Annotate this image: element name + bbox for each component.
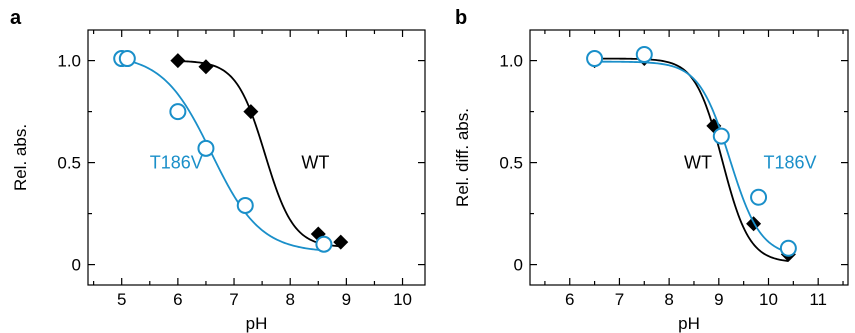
x-tick-label: 10	[393, 290, 412, 309]
x-tick-label: 7	[615, 290, 624, 309]
x-tick-label: 6	[565, 290, 574, 309]
x-tick-label: 8	[664, 290, 673, 309]
data-point	[635, 45, 653, 63]
x-tick-label: 8	[285, 290, 294, 309]
series-label: WT	[301, 153, 329, 173]
y-axis-title: Rel. diff. abs.	[453, 108, 472, 207]
series-t186v: T186V	[113, 50, 333, 253]
y-tick-label: 1.0	[57, 52, 81, 71]
series-label: WT	[684, 153, 712, 173]
series-t186v: T186V	[586, 45, 817, 257]
panel-letter: a	[10, 7, 22, 29]
y-tick-label: 0	[514, 256, 523, 275]
panel-a: a 5 6 7 8 9 10 0 0.5 1.0 pH Rel. abs. WT T186V	[10, 7, 426, 333]
y-tick-label: 0	[72, 256, 81, 275]
data-point	[750, 188, 768, 206]
data-point	[236, 196, 254, 214]
x-tick-label: 6	[173, 290, 182, 309]
y-axis-title: Rel. abs.	[11, 124, 30, 191]
data-point	[198, 59, 214, 75]
data-point	[170, 53, 186, 69]
panel-letter: b	[455, 7, 467, 29]
data-point	[169, 103, 187, 121]
data-point	[197, 139, 215, 157]
panel-b: b 6 7 8 9 10 11 0 0.5 1.0 pH Rel. diff. abs. WT T186V	[453, 7, 849, 333]
data-point	[118, 50, 136, 68]
plot-frame	[87, 29, 426, 286]
series-label: T186V	[150, 153, 203, 173]
x-tick-label: 9	[714, 290, 723, 309]
data-point	[779, 239, 797, 257]
fit-curve	[121, 58, 324, 252]
data-point	[333, 234, 349, 250]
series-wt: WT	[170, 53, 349, 250]
data-point	[586, 50, 604, 68]
x-axis-title: pH	[678, 314, 700, 333]
plot-frame	[529, 29, 849, 286]
x-tick-label: 7	[229, 290, 238, 309]
series-label: T186V	[764, 153, 817, 173]
x-tick-label: 11	[809, 290, 827, 309]
y-tick-label: 0.5	[499, 154, 523, 173]
fit-curve	[594, 60, 789, 254]
x-tick-label: 10	[759, 290, 778, 309]
y-tick-label: 0.5	[57, 154, 81, 173]
data-point	[243, 104, 259, 120]
data-point	[315, 235, 333, 253]
y-tick-label: 1.0	[499, 52, 523, 71]
x-axis-title: pH	[246, 314, 268, 333]
data-point	[712, 127, 730, 145]
x-tick-label: 5	[117, 290, 126, 309]
x-tick-label: 9	[342, 290, 351, 309]
